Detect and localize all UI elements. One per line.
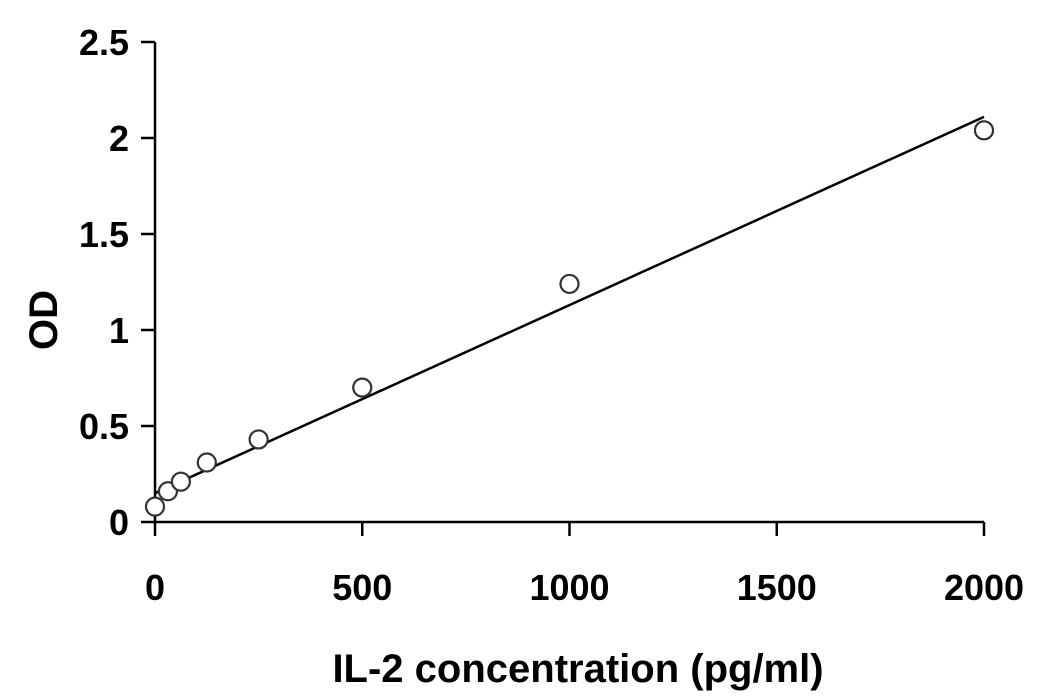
data-points <box>144 120 995 517</box>
plot-area: 0 0.5 1 1.5 2 2.5 0 500 1000 1500 2000 <box>79 22 1024 608</box>
y-axis-ticks <box>141 40 155 524</box>
data-point <box>973 120 995 141</box>
y-tick-label: 0.5 <box>79 406 129 447</box>
x-tick-label: 500 <box>332 567 392 608</box>
linear-trendline <box>154 115 985 495</box>
x-axis-tick-labels: 0 500 1000 1500 2000 <box>145 567 1024 608</box>
data-point <box>248 429 269 450</box>
x-tick-label: 2000 <box>944 567 1024 608</box>
data-point <box>352 377 373 398</box>
data-point <box>559 273 580 295</box>
x-tick-label: 0 <box>145 567 165 608</box>
y-tick-label: 2 <box>109 118 129 159</box>
y-tick-label: 1.5 <box>79 214 129 255</box>
data-point <box>196 452 217 473</box>
y-tick-label: 2.5 <box>79 22 129 63</box>
data-point <box>170 471 192 492</box>
y-tick-label: 0 <box>109 502 129 543</box>
x-tick-label: 1500 <box>737 567 817 608</box>
y-tick-label: 1 <box>109 310 129 351</box>
x-axis-ticks <box>153 522 986 536</box>
y-axis-tick-labels: 0 0.5 1 1.5 2 2.5 <box>79 22 129 543</box>
y-axis-title: OD <box>22 290 66 350</box>
x-axis-title: IL-2 concentration (pg/ml) <box>332 647 823 691</box>
data-point <box>144 496 166 517</box>
x-tick-label: 1000 <box>529 567 609 608</box>
